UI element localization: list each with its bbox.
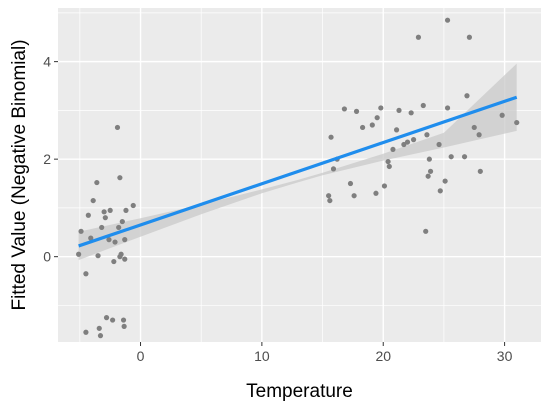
data-point: [326, 193, 332, 199]
data-point: [471, 124, 477, 131]
data-point: [410, 137, 417, 143]
data-point: [122, 237, 128, 243]
data-point: [88, 235, 94, 241]
data-point: [390, 146, 396, 153]
data-point: [514, 119, 520, 126]
data-point: [464, 93, 470, 99]
data-point: [110, 317, 116, 323]
data-point: [116, 224, 122, 231]
data-point: [353, 108, 360, 114]
data-point: [436, 141, 442, 148]
data-point: [85, 212, 91, 218]
data-point: [369, 122, 375, 128]
data-point: [437, 188, 443, 194]
data-point: [448, 154, 454, 160]
data-point: [444, 105, 451, 111]
data-point: [477, 168, 483, 174]
data-point: [95, 253, 101, 259]
points: [76, 17, 520, 339]
data-point: [83, 271, 89, 277]
data-point: [404, 139, 411, 145]
data-point: [341, 106, 348, 112]
data-point: [381, 183, 388, 189]
data-point: [102, 215, 108, 221]
data-point: [120, 317, 127, 323]
data-point: [130, 202, 136, 209]
data-point: [360, 124, 366, 131]
x-tick-label: 0: [137, 348, 145, 364]
data-point: [107, 207, 113, 213]
data-point: [330, 166, 337, 172]
data-point: [347, 180, 354, 187]
data-point: [393, 127, 400, 133]
fit-line: [78, 95, 518, 248]
grid-major: [58, 8, 541, 342]
data-point: [76, 251, 82, 257]
data-point: [373, 190, 379, 196]
data-point: [90, 197, 96, 204]
x-axis: 0 10 20 30: [137, 342, 513, 364]
data-point: [378, 105, 384, 111]
data-point: [103, 315, 110, 321]
data-point: [424, 132, 430, 138]
data-point: [123, 207, 129, 213]
data-point: [118, 251, 124, 257]
data-point: [96, 325, 102, 331]
data-point: [425, 173, 431, 179]
data-point: [374, 115, 380, 121]
x-tick-label: 20: [375, 348, 391, 364]
data-point: [420, 102, 426, 109]
data-point: [499, 112, 505, 118]
data-point: [112, 239, 118, 245]
data-point: [328, 134, 334, 140]
data-point: [122, 256, 128, 262]
data-point: [101, 209, 107, 215]
data-point: [415, 34, 422, 40]
data-point: [476, 132, 482, 138]
y-tick-label: 0: [43, 249, 51, 265]
y-tick-label: 4: [43, 54, 51, 70]
data-point: [466, 34, 472, 40]
confidence-band: [78, 63, 517, 261]
data-point: [327, 197, 333, 204]
data-point: [444, 17, 451, 23]
data-point: [408, 110, 414, 116]
x-axis-title: Temperature: [246, 381, 353, 402]
y-axis: 0 2 4: [43, 54, 58, 265]
data-point: [78, 228, 84, 234]
data-point: [117, 175, 123, 181]
y-tick-label: 2: [43, 151, 51, 167]
x-tick-label: 30: [497, 348, 513, 364]
data-point: [99, 224, 105, 231]
data-point: [423, 228, 429, 234]
data-point: [106, 237, 112, 243]
grid-minor: [58, 8, 541, 342]
data-point: [94, 179, 100, 186]
data-point: [119, 218, 125, 225]
data-point: [442, 178, 448, 184]
data-point: [114, 124, 121, 131]
plot-panel: [58, 8, 541, 342]
data-point: [83, 329, 89, 335]
data-point: [97, 333, 104, 339]
data-point: [385, 158, 391, 165]
y-axis-title: Fitted Value (Negative Binomial): [9, 39, 30, 310]
data-point: [396, 107, 402, 113]
x-tick-label: 10: [254, 348, 270, 364]
data-point: [121, 323, 127, 329]
data-point: [111, 258, 117, 265]
data-point: [401, 141, 407, 148]
data-point: [461, 154, 468, 160]
data-point: [351, 193, 357, 199]
data-point: [427, 168, 434, 174]
data-point: [426, 156, 432, 162]
data-point: [386, 163, 392, 170]
